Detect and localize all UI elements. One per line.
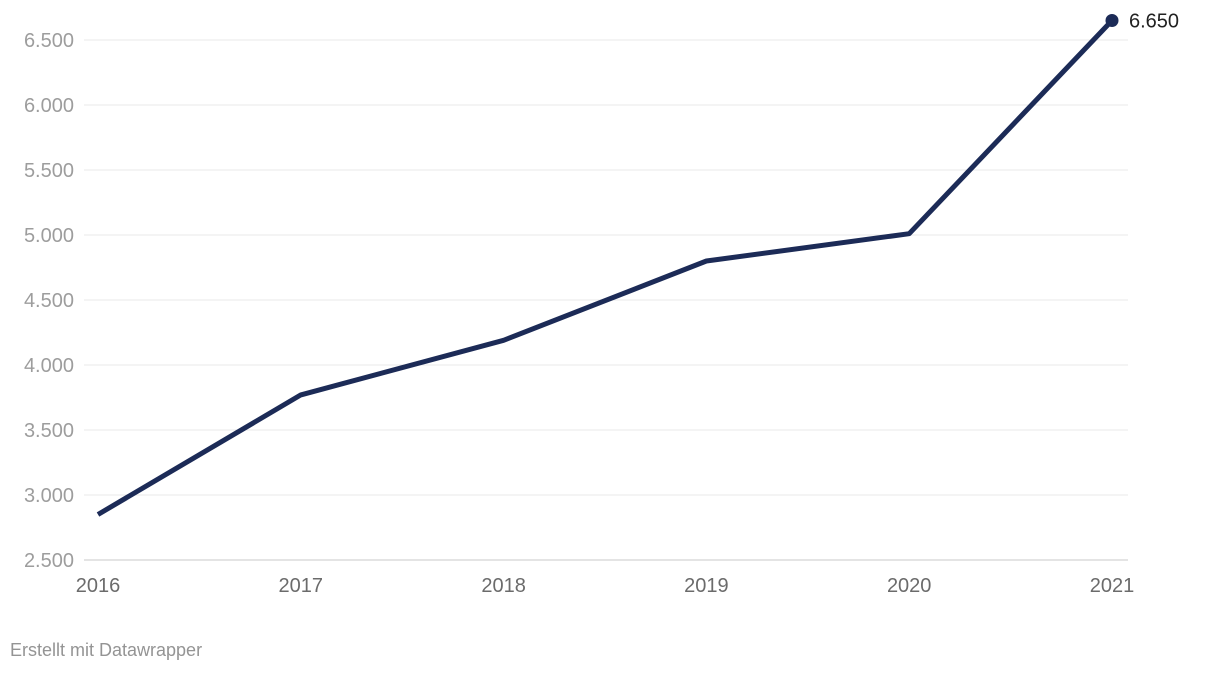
- end-point-marker: [1105, 14, 1119, 27]
- x-tick-label: 2019: [684, 575, 729, 597]
- y-tick-label: 3.000: [24, 485, 74, 507]
- y-tick-label: 2.500: [24, 550, 74, 572]
- y-axis-labels: 2.500 3.000 3.500 4.000 4.500 5.000 5.500 6.000…: [24, 30, 74, 572]
- x-tick-label: 2016: [76, 575, 121, 597]
- line-chart: 2.500 3.000 3.500 4.000 4.500 5.000 5.500 6.000…: [24, 11, 1179, 598]
- y-tick-label: 5.500: [24, 160, 74, 182]
- end-value-label: 6.650: [1129, 11, 1179, 33]
- y-tick-label: 5.000: [24, 225, 74, 247]
- y-tick-label: 4.000: [24, 355, 74, 377]
- data-line: [96, 18, 1114, 517]
- x-tick-label: 2017: [279, 575, 324, 597]
- x-axis-labels: 2016 2017 2018 2019 2020 2021: [76, 575, 1135, 597]
- y-tick-label: 3.500: [24, 420, 74, 442]
- x-tick-label: 2018: [481, 575, 526, 597]
- y-tick-label: 6.500: [24, 30, 74, 52]
- datawrapper-attribution-link[interactable]: Erstellt mit Datawrapper: [10, 640, 203, 660]
- x-tick-label: 2021: [1090, 575, 1135, 597]
- y-tick-label: 4.500: [24, 290, 74, 312]
- y-tick-label: 6.000: [24, 95, 74, 117]
- x-tick-label: 2020: [887, 575, 932, 597]
